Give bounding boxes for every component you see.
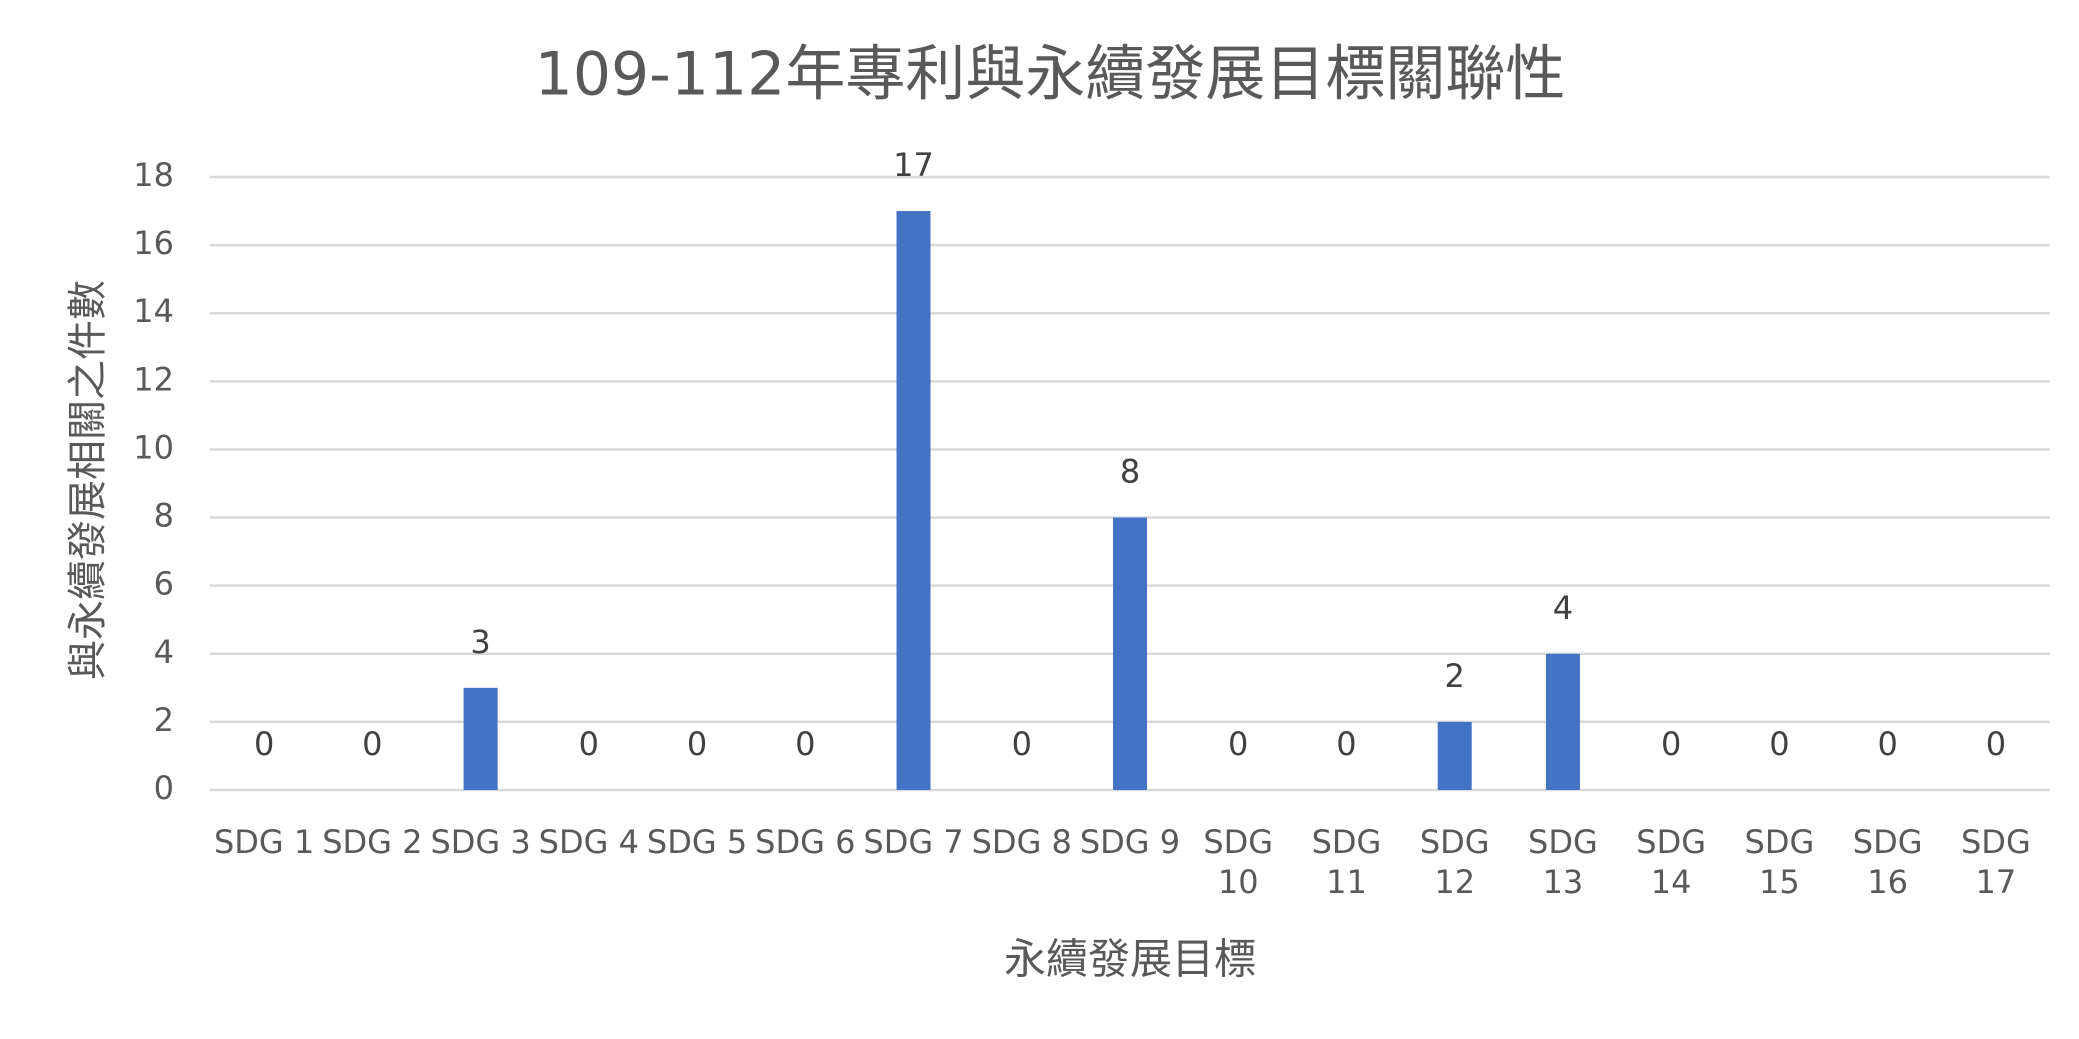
- data-label: 0: [1661, 725, 1681, 763]
- data-label: 0: [579, 725, 599, 763]
- x-tick-label: SDG 10: [1203, 823, 1274, 901]
- x-tick-label: SDG 7: [863, 823, 964, 861]
- x-tick-label: SDG 4: [538, 823, 639, 861]
- x-tick-label: SDG 11: [1311, 823, 1382, 901]
- y-tick-label: 4: [154, 633, 174, 671]
- data-label: 0: [254, 725, 274, 763]
- bar: [1113, 517, 1147, 790]
- data-label: 0: [1228, 725, 1248, 763]
- y-tick-label: 14: [133, 292, 174, 330]
- y-tick-label: 6: [154, 565, 174, 603]
- x-tick-label: SDG 1: [213, 823, 315, 861]
- data-label: 3: [470, 623, 490, 661]
- x-tick-label: SDG 12: [1419, 823, 1490, 901]
- x-tick-label: SDG 2: [322, 823, 423, 861]
- x-tick-label: SDG 17: [1960, 823, 2031, 901]
- y-tick-label: 18: [133, 156, 174, 194]
- y-tick-label: 12: [133, 360, 174, 398]
- x-tick-label: SDG 8: [971, 823, 1072, 861]
- bar: [896, 211, 931, 791]
- bar: [463, 687, 498, 790]
- x-tick-label: SDG 5: [646, 823, 748, 861]
- data-label: 0: [1012, 725, 1032, 763]
- x-tick-label: SDG 15: [1744, 823, 1815, 901]
- x-axis-title: 永續發展目標: [1004, 935, 1256, 984]
- y-tick-label: 2: [154, 701, 174, 739]
- data-label: 0: [1769, 725, 1789, 763]
- y-tick-label: 0: [154, 769, 174, 807]
- data-label: 0: [795, 725, 815, 763]
- x-tick-label: SDG 14: [1636, 823, 1707, 901]
- x-tick-label: SDG 13: [1528, 823, 1598, 901]
- chart-title: 109-112年專利與永續發展目標關聯性: [535, 40, 1566, 110]
- data-label: 4: [1553, 589, 1573, 627]
- y-tick-label: 10: [133, 428, 174, 466]
- data-label: 2: [1445, 657, 1465, 695]
- data-label: 17: [893, 146, 934, 184]
- data-label: 0: [362, 725, 382, 763]
- data-label: 8: [1120, 453, 1140, 491]
- y-tick-label: 16: [133, 224, 174, 262]
- y-axis-title: 與永續發展相關之件數: [65, 280, 111, 680]
- data-label: 0: [687, 725, 707, 763]
- bar: [1437, 721, 1472, 790]
- x-tick-label: SDG 6: [755, 823, 856, 861]
- x-tick-label: SDG 3: [430, 823, 531, 861]
- data-label: 0: [1986, 725, 2006, 763]
- x-tick-label: SDG 16: [1852, 823, 1923, 901]
- bar: [1545, 653, 1580, 790]
- data-label: 0: [1336, 725, 1356, 763]
- x-tick-label: SDG 9: [1079, 823, 1181, 861]
- data-label: 0: [1877, 725, 1897, 763]
- y-tick-label: 8: [154, 497, 174, 535]
